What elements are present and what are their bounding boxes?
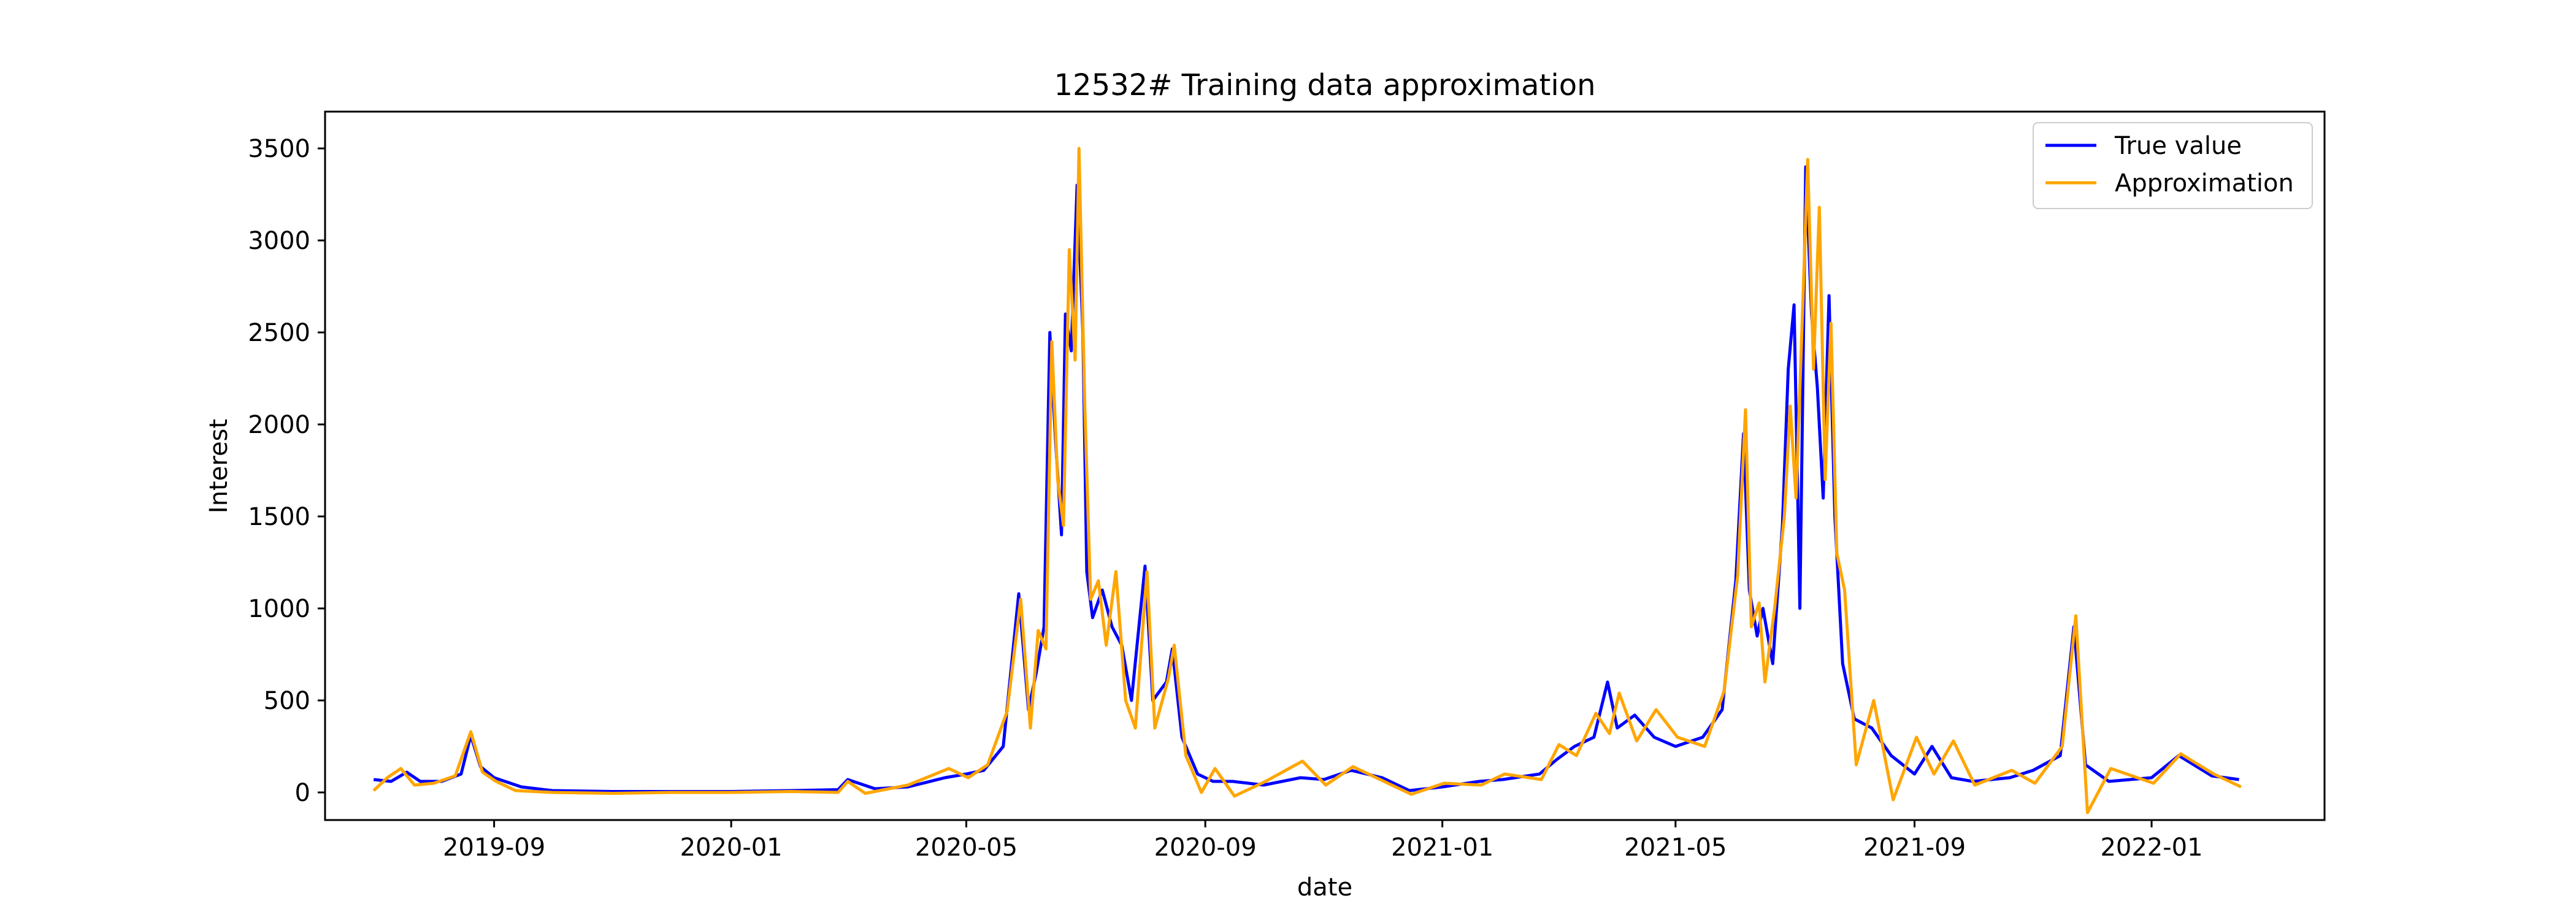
x-tick-label: 2021-01 <box>1391 834 1493 862</box>
y-tick-label: 2500 <box>248 319 310 347</box>
x-tick-label: 2020-01 <box>680 834 783 862</box>
x-axis: 2019-09 2020-01 2020-05 2020-09 2021-01 2021-… <box>443 820 2203 862</box>
y-axis-label: Interest <box>205 419 233 513</box>
y-axis: 0 500 1000 1500 2000 2500 3000 3500 <box>248 135 325 807</box>
y-tick-label: 3500 <box>248 135 310 163</box>
x-tick-label: 2020-05 <box>915 834 1018 862</box>
legend-label-approximation: Approximation <box>2115 169 2294 197</box>
y-tick-label: 500 <box>264 687 310 715</box>
y-tick-label: 1500 <box>248 503 310 531</box>
x-tick-label: 2022-01 <box>2100 834 2202 862</box>
series-layer <box>372 147 2242 815</box>
series-line-approximation <box>372 147 2242 815</box>
x-tick-label: 2021-09 <box>1863 834 1966 862</box>
plot-area <box>324 110 2326 821</box>
y-tick-label: 0 <box>295 779 310 807</box>
series-line-true-value <box>373 165 2239 793</box>
x-tick-label: 2020-09 <box>1154 834 1257 862</box>
y-tick-label: 2000 <box>248 411 310 439</box>
x-axis-label: date <box>1297 873 1352 902</box>
y-tick-label: 1000 <box>248 595 310 623</box>
y-tick-label: 3000 <box>248 227 310 255</box>
legend-label-true-value: True value <box>2114 132 2242 160</box>
legend-box <box>2033 122 2313 209</box>
legend: True value Approximation <box>2033 122 2313 209</box>
chart-title: 12532# Training data approximation <box>1054 68 1596 102</box>
x-tick-label: 2019-09 <box>443 834 545 862</box>
x-tick-label: 2021-05 <box>1624 834 1727 862</box>
